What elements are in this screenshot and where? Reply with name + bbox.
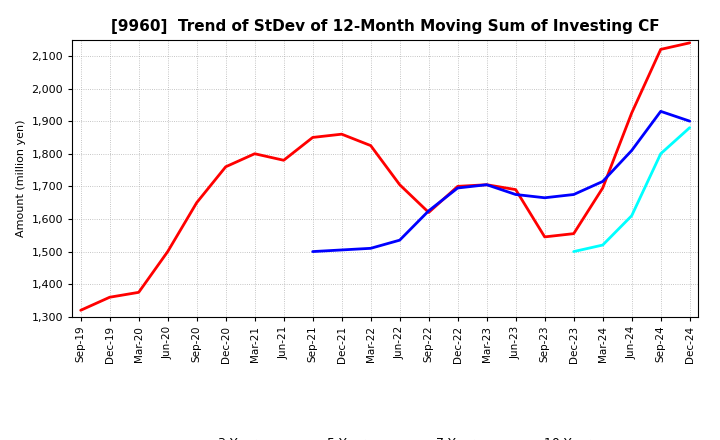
Y-axis label: Amount (million yen): Amount (million yen) bbox=[16, 119, 26, 237]
Legend: 3 Years, 5 Years, 7 Years, 10 Years: 3 Years, 5 Years, 7 Years, 10 Years bbox=[168, 432, 603, 440]
Title: [9960]  Trend of StDev of 12-Month Moving Sum of Investing CF: [9960] Trend of StDev of 12-Month Moving… bbox=[111, 19, 660, 34]
